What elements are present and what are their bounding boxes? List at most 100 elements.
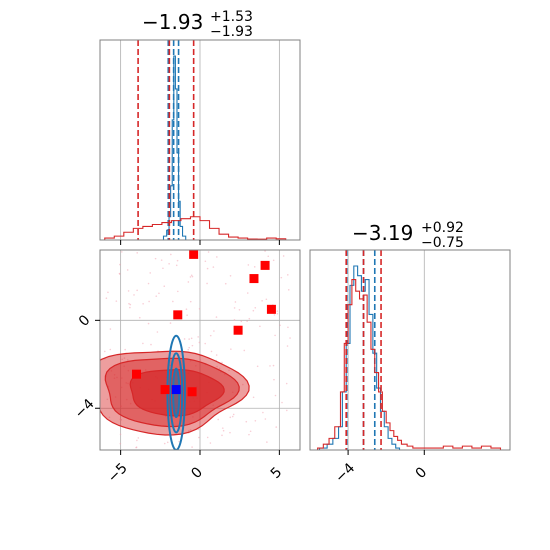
sample-dot [189,300,192,303]
sample-dot [105,297,108,300]
sample-dot [206,436,209,439]
sample-dot [183,338,186,340]
sample-dot [128,302,130,305]
sample-dot [256,365,259,368]
sample-dot [276,310,279,312]
sample-dot [108,416,111,419]
sample-dot [276,312,279,315]
histogram-series-0 [152,55,189,240]
hist-param2-title-sub: −0.75 [421,235,464,251]
hist-param1-ticks [120,240,280,245]
hist-param2-frame [309,249,511,451]
sample-dot [274,394,277,397]
sample-dot [118,272,121,275]
hist-param2-x-tick-label: 0 [413,464,431,482]
hist-param2-x-tick-label: −4 [332,460,358,486]
sample-dot [285,382,288,385]
sample-dot [186,314,188,316]
sample-dot [189,429,192,431]
sample-dot [222,429,225,432]
sample-dot [254,419,257,422]
sample-dot [206,267,209,270]
sample-dot [136,252,139,254]
scatter-x-tick-label: 0 [188,464,206,482]
sample-dot [245,420,248,423]
sample-dot [188,429,190,432]
sample-dot [127,290,130,292]
sample-dot [163,442,166,445]
sample-dot [261,299,263,302]
sample-dot [212,266,215,268]
sample-dot [147,322,150,325]
sample-dot [199,359,202,361]
sample-dot [218,367,221,370]
red-point-marker [260,260,270,270]
sample-dot [273,378,275,381]
sample-dot [259,325,261,328]
sample-dot [280,276,283,279]
sample-dot [213,330,215,332]
hist-param2-title-main: −3.19 [352,221,413,245]
sample-dot [149,272,152,274]
sample-dot [172,300,174,303]
sample-dot [133,294,135,296]
red-point-marker [266,304,276,314]
sample-dot [115,300,118,302]
sample-dot [243,349,246,352]
sample-dot [154,257,157,260]
sample-dot [190,337,193,340]
sample-dot [129,306,131,309]
sample-dot [166,441,169,444]
sample-dot [176,259,179,262]
sample-dot [119,442,122,445]
sample-dot [248,433,250,436]
sample-dot [247,264,250,266]
sample-dot [224,282,227,285]
sample-dot [124,348,126,351]
sample-dot [129,303,132,306]
hist-param1-panel: −1.93 +1.53 −1.93 [99,9,301,245]
blue-point-marker [171,385,181,395]
sample-dot [187,348,190,351]
sample-dot [215,316,218,318]
sample-dot [210,350,213,353]
sample-dot [119,433,122,436]
sample-dot [142,302,144,305]
sample-dot [135,446,138,449]
red-point-marker [189,250,199,259]
sample-dot [286,409,288,412]
red-point-marker [160,385,170,395]
sample-dot [188,338,190,340]
sample-dot [262,411,264,414]
sample-dot [109,348,112,351]
sample-dot [275,426,278,428]
sample-dot [121,358,123,361]
sample-dot [215,354,218,356]
sample-dot [234,301,237,303]
sample-dot [207,251,210,253]
sample-dot [282,255,285,257]
sample-dot [175,264,178,267]
scatter-y-tick-label: 0 [76,312,94,330]
red-point-marker [233,325,243,335]
hist-param1-grid [120,40,280,240]
sample-dot [106,398,109,401]
sample-dot [252,396,255,399]
scatter-param1-param2-panel: −5 0 5 0 −4 [72,249,301,486]
sample-dot [217,418,220,421]
hist-param1-title-sup: +1.53 [210,9,253,25]
sample-dot [274,334,276,337]
scatter-plot-area [100,250,300,450]
sample-dot [156,331,159,333]
sample-dot [119,418,122,421]
sample-dot [187,281,190,283]
sample-dot [272,259,275,262]
sample-dot [281,401,283,404]
scatter-y-tick-label: −4 [72,396,98,422]
hist-param2-title-sup: +0.92 [421,220,464,236]
sample-dot [233,319,236,321]
sample-dot [230,348,232,350]
sample-dot [240,320,243,323]
hist-param2-plot [310,250,504,450]
